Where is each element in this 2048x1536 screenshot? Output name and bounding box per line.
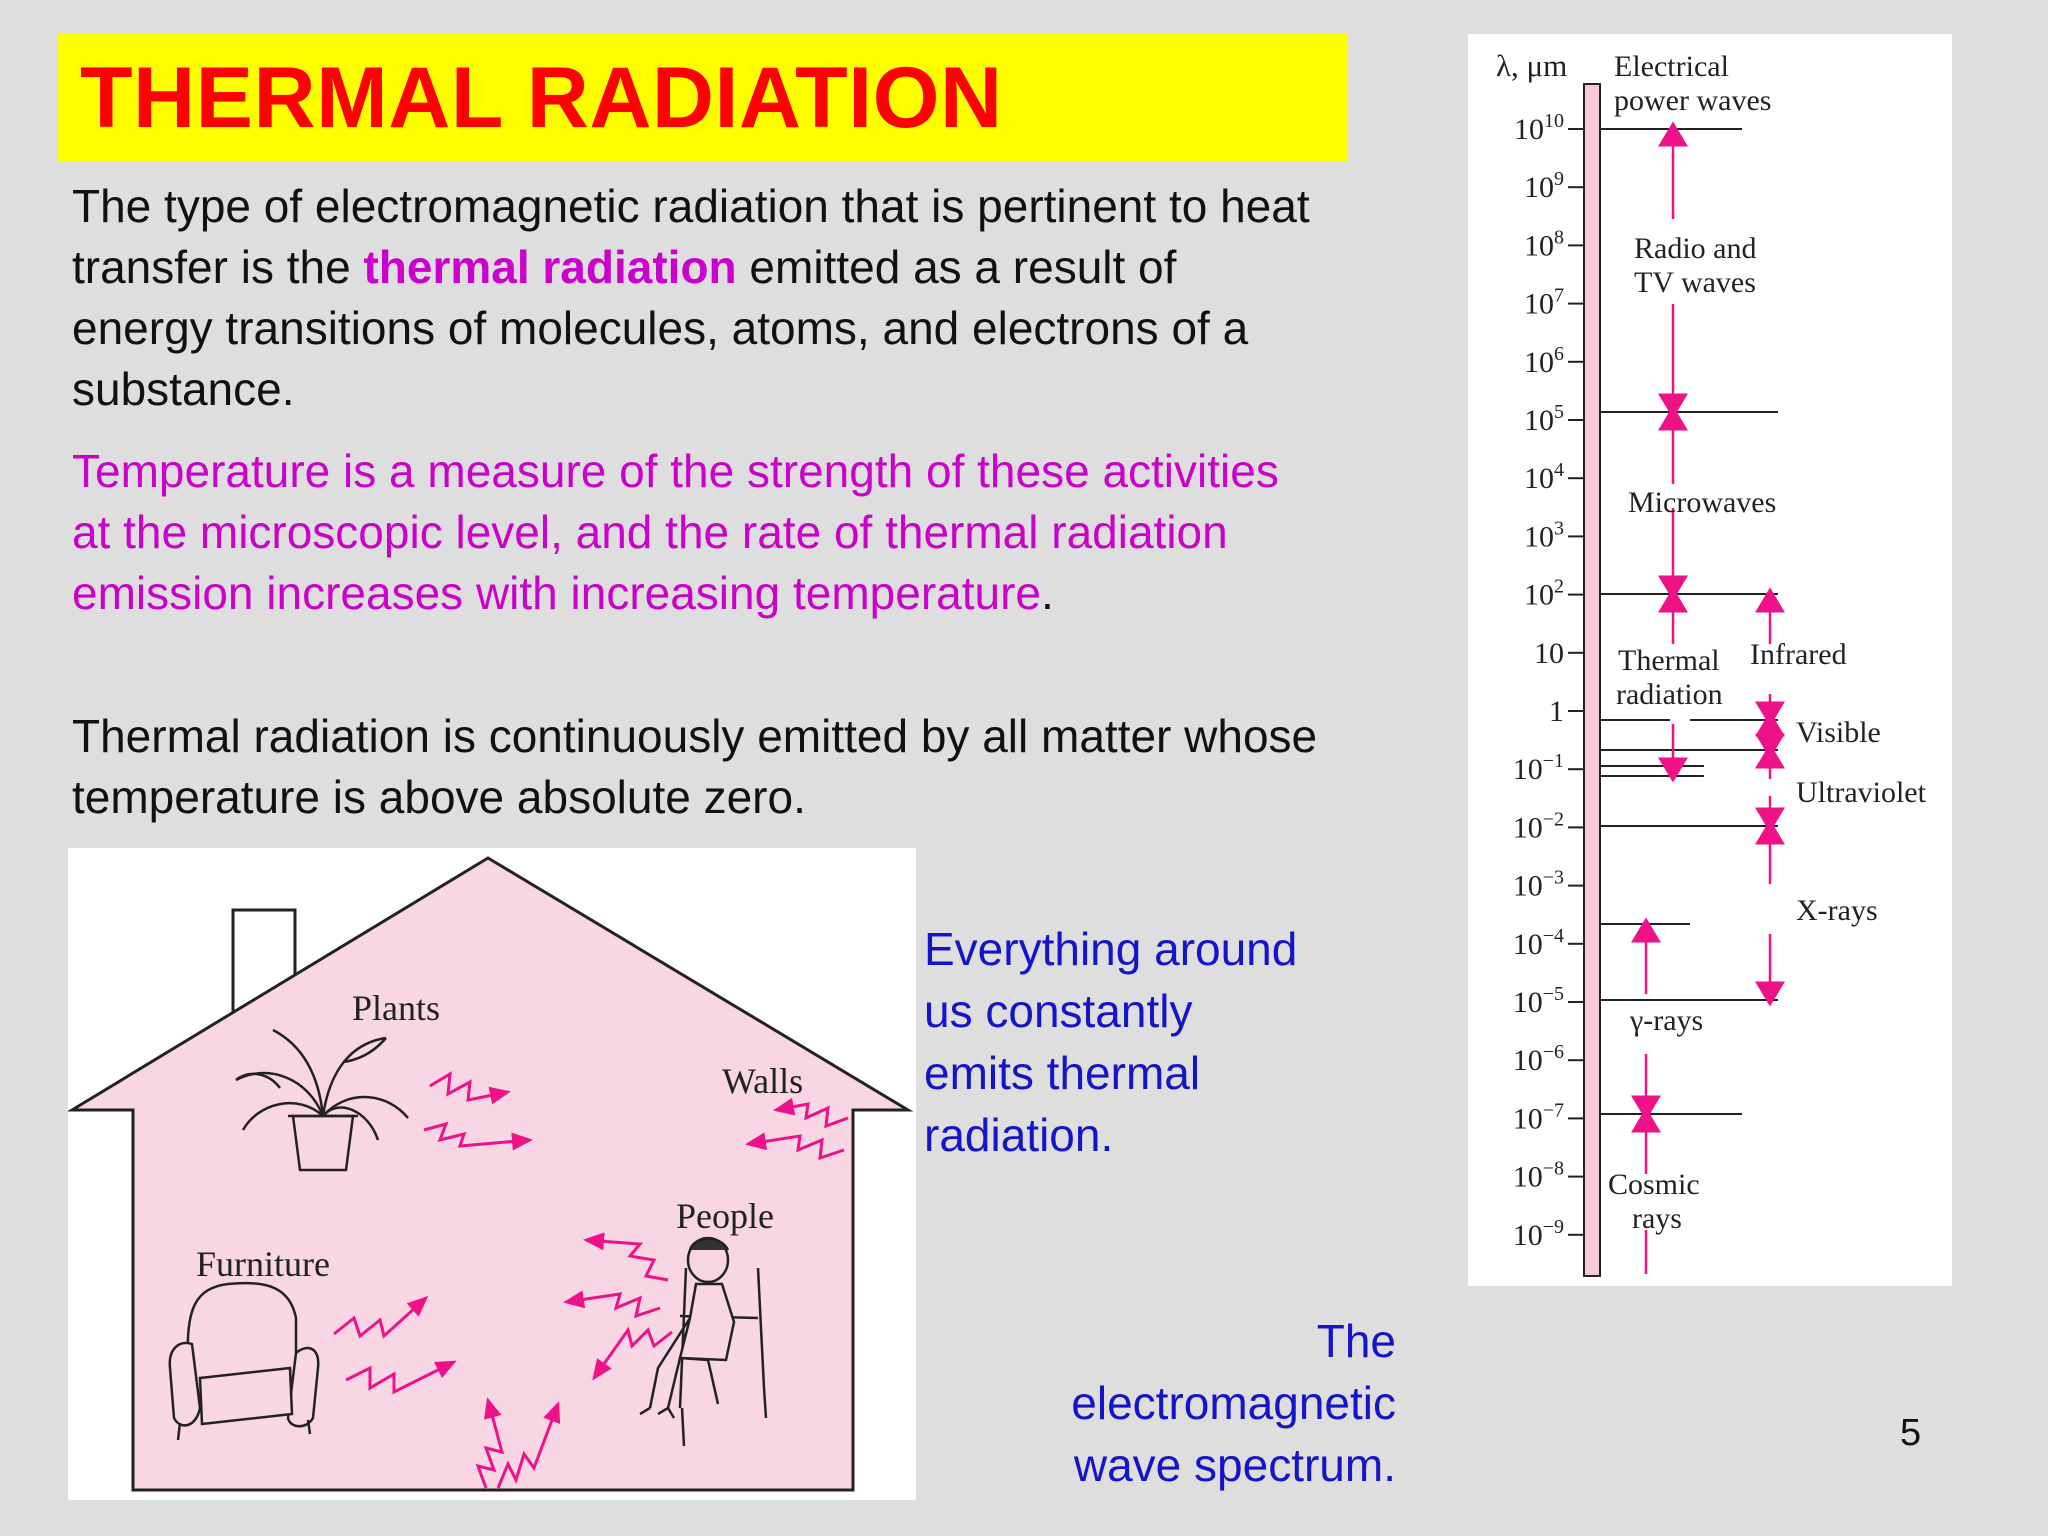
wavelength-tick-label: 10−3	[1513, 867, 1564, 903]
band-microwaves: Microwaves	[1628, 486, 1776, 519]
thermal-radiation-highlight: thermal radiation	[363, 241, 737, 293]
paragraph-definition-start: The type of electromagnetic radiation th…	[72, 180, 1310, 293]
wavelength-tick-label: 107	[1524, 285, 1564, 321]
band-visible: Visible	[1796, 716, 1881, 749]
radiation-arrow	[563, 1290, 661, 1319]
spectrum-diagram: λ, μm 101010910810710610510410310210110−…	[1496, 48, 1927, 1277]
wavelength-tick-label: 10−5	[1513, 983, 1564, 1019]
person-icon	[639, 1236, 768, 1447]
house-figure: Plants Walls People Furniture	[68, 848, 916, 1500]
plants-label: Plants	[352, 988, 440, 1028]
wavelength-tick-label: 10−1	[1513, 750, 1564, 786]
wavelength-tick-label: 10−4	[1513, 925, 1564, 961]
wavelength-bar	[1583, 83, 1601, 1277]
radiation-arrow	[583, 1232, 669, 1282]
wavelength-tick-label: 103	[1524, 517, 1564, 553]
wavelength-tick-label: 109	[1524, 168, 1564, 204]
band-electrical-line2: power waves	[1614, 84, 1771, 117]
plant-icon	[235, 1028, 409, 1172]
radiation-arrows	[333, 1071, 849, 1489]
paragraph-temperature-period: .	[1041, 567, 1054, 619]
band-xrays: X-rays	[1796, 894, 1878, 927]
radiation-arrow	[496, 1401, 561, 1489]
spectrum-caption: The electromagnetic wave spectrum.	[1071, 1315, 1396, 1491]
spectrum-figure: λ, μm 1010 109 108 107 106 105 104 103 102 10 1 10−…	[1468, 34, 1952, 1286]
paragraph-definition: The type of electromagnetic radiation th…	[72, 176, 1322, 420]
paragraph-temperature-text: Temperature is a measure of the strength…	[72, 445, 1279, 619]
radiation-arrow	[423, 1121, 533, 1151]
wavelength-tick-label: 108	[1524, 226, 1564, 262]
walls-label: Walls	[722, 1061, 803, 1101]
wavelength-tick-label: 106	[1524, 343, 1564, 379]
paragraph-temperature: Temperature is a measure of the strength…	[72, 441, 1322, 624]
wavelength-tick-label: 105	[1524, 401, 1564, 437]
radiation-arrow	[592, 1326, 673, 1381]
wavelength-tick-label: 1	[1549, 695, 1564, 728]
wavelength-tick-label: 10−8	[1513, 1158, 1564, 1194]
band-radio-line2: TV waves	[1634, 266, 1756, 299]
wavelength-tick-label: 10	[1534, 637, 1564, 670]
radiation-arrow	[475, 1397, 505, 1489]
band-thermal-line2: radiation	[1616, 678, 1723, 711]
wavelength-ticks: 101010910810710610510410310210110−110−21…	[1513, 110, 1584, 1252]
wavelength-tick-label: 1010	[1514, 110, 1564, 146]
wavelength-tick-label: 10−2	[1513, 808, 1564, 844]
band-cosmic-line1: Cosmic	[1608, 1168, 1700, 1201]
wavelength-tick-label: 104	[1524, 459, 1564, 495]
band-thermal-line1: Thermal	[1618, 644, 1720, 677]
radiation-arrow	[345, 1360, 457, 1395]
radiation-arrow	[429, 1071, 511, 1105]
wavelength-tick-label: 102	[1524, 576, 1564, 612]
paragraph-emission: Thermal radiation is continuously emitte…	[72, 710, 1318, 823]
radiation-arrow	[745, 1132, 845, 1161]
furniture-label: Furniture	[196, 1244, 330, 1284]
paragraph-definition-end: emitted as a result of energy transition…	[72, 241, 1249, 415]
wavelength-tick-label: 10−7	[1513, 1099, 1564, 1135]
band-radio-line1: Radio and	[1634, 232, 1756, 265]
band-cosmic-line2: rays	[1632, 1202, 1682, 1235]
furniture-icon	[168, 1281, 320, 1441]
title-banner: THERMAL RADIATION	[58, 34, 1348, 162]
band-infrared: Infrared	[1750, 638, 1847, 671]
band-ultraviolet: Ultraviolet	[1796, 776, 1927, 809]
radiation-arrow	[773, 1097, 849, 1129]
band-arrows	[1631, 121, 1785, 1274]
band-electrical-line1: Electrical	[1614, 50, 1729, 83]
wavelength-tick-label: 10−9	[1513, 1216, 1564, 1252]
everything-caption: Everything around us constantly emits th…	[924, 923, 1298, 1161]
radiation-arrow	[333, 1295, 429, 1339]
house-illustration: Plants Walls People Furniture	[68, 856, 914, 1492]
page-number: 5	[1900, 1412, 1922, 1454]
people-label: People	[676, 1196, 774, 1236]
band-gamma: γ-rays	[1629, 1004, 1703, 1037]
axis-unit-label: λ, μm	[1496, 48, 1567, 83]
wavelength-tick-label: 10−6	[1513, 1041, 1564, 1077]
slide-title: THERMAL RADIATION	[80, 50, 1003, 146]
